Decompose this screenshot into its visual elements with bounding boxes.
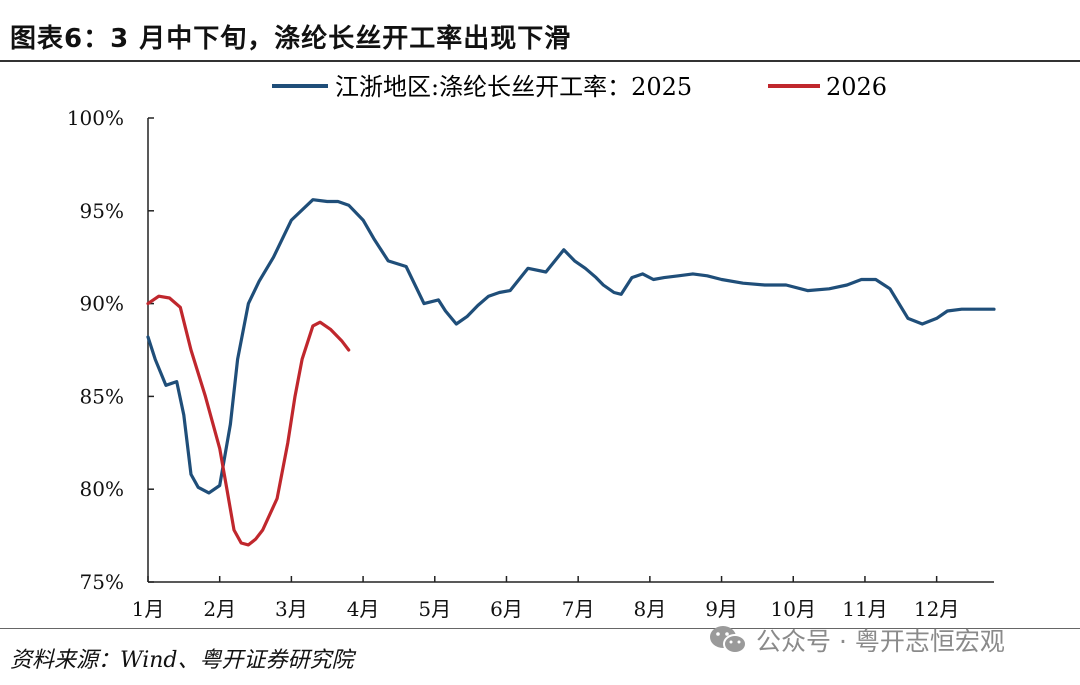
- title-divider: [0, 60, 1080, 62]
- footer-divider: [0, 628, 1080, 629]
- x-tick-label: 5月: [418, 597, 451, 621]
- plot-area: [146, 198, 996, 547]
- legend-label-2026: 2026: [826, 73, 887, 101]
- x-tick-label: 12月: [914, 597, 959, 621]
- y-tick-label: 95%: [80, 199, 124, 223]
- x-tick-label: 7月: [562, 597, 595, 621]
- watermark: 公众号 · 粤开志恒宏观: [708, 622, 1005, 658]
- x-tick-label: 8月: [633, 597, 666, 621]
- x-tick-label: 4月: [347, 597, 380, 621]
- wechat-icon: [710, 626, 747, 654]
- x-tick-label: 1月: [132, 597, 165, 621]
- chart-svg: 江浙地区:涤纶长丝开工率：2025 2026 75% 80% 85% 90% 95% 10…: [67, 73, 996, 621]
- legend-label-2025: 江浙地区:涤纶长丝开工率：2025: [335, 73, 692, 101]
- watermark-label: 公众号 · 粤开志恒宏观: [756, 627, 1005, 656]
- series-line-2026: [146, 294, 351, 547]
- y-tick-label: 90%: [80, 292, 124, 316]
- x-tick-label: 3月: [275, 597, 308, 621]
- axes: 75% 80% 85% 90% 95% 100% 1月 2月 3月 4月 5月 6月 7月 8月 9月 10月…: [67, 106, 994, 621]
- y-tick-label: 85%: [80, 384, 124, 408]
- legend: 江浙地区:涤纶长丝开工率：2025 2026: [272, 73, 887, 101]
- source-note: 资料来源：Wind、粤开证券研究院: [10, 648, 354, 673]
- series-line-2025: [146, 198, 996, 495]
- page-title: 图表6：3 月中下旬，涤纶长丝开工率出现下滑: [10, 24, 572, 54]
- x-tick-label: 2月: [203, 597, 236, 621]
- x-tick-label: 10月: [771, 597, 816, 621]
- y-tick-label: 80%: [80, 477, 124, 501]
- x-tick-label: 11月: [842, 597, 887, 621]
- x-tick-label: 6月: [490, 597, 523, 621]
- y-tick-label: 75%: [80, 570, 124, 594]
- x-tick-label: 9月: [705, 597, 738, 621]
- y-tick-label: 100%: [67, 106, 124, 130]
